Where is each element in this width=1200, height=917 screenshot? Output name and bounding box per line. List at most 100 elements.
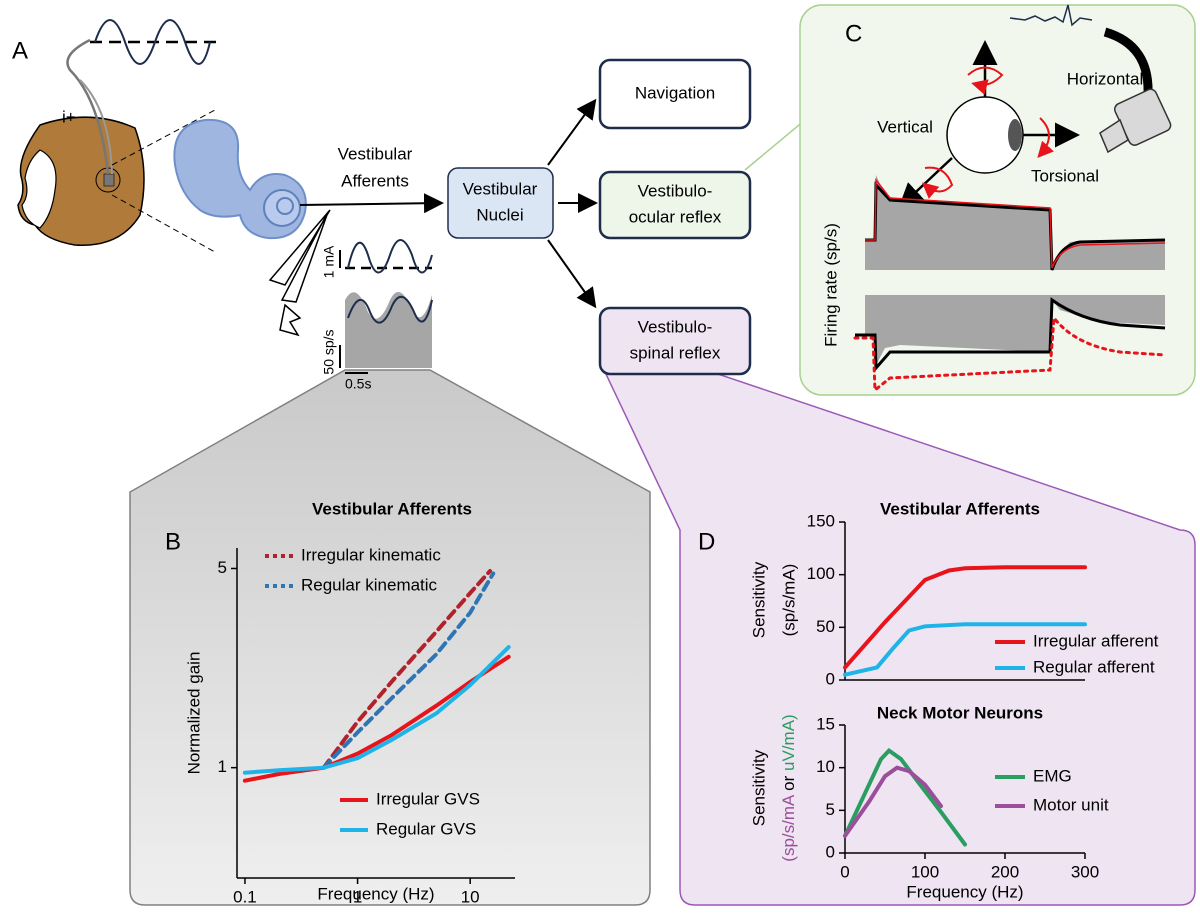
arrow (547, 98, 597, 166)
vor-box (598, 170, 752, 240)
y-axis-label-part: (sp/s/mA (779, 794, 798, 862)
vsr-box (598, 306, 752, 376)
series-line (242, 654, 511, 783)
legend-label: Irregular afferent (1033, 631, 1159, 650)
wire-2 (79, 79, 113, 175)
series-line (321, 569, 492, 770)
fit-red (865, 177, 1166, 269)
series-line (843, 565, 1087, 670)
navigation-label: Navigation (635, 83, 715, 102)
electrode-label: i+ (62, 107, 76, 126)
y-tick-label: 100 (807, 564, 835, 583)
panel-label: A (12, 37, 28, 64)
y-tick-label: 1 (218, 757, 227, 776)
x-axis-label: Frequency (Hz) (317, 884, 434, 903)
eye-trace (1009, 4, 1093, 27)
y-tick-label: 15 (816, 714, 835, 733)
electrode-tip (279, 303, 302, 337)
panel-label: B (165, 528, 181, 555)
x-tick-label: 100 (911, 862, 939, 881)
axis-arrow (898, 157, 953, 209)
iris (1008, 119, 1022, 151)
legend-label: Irregular GVS (376, 789, 480, 808)
y-tick-label: 10 (816, 757, 835, 776)
nuclei-label: Nuclei (476, 205, 523, 224)
rate-fit (347, 296, 433, 324)
arrow (547, 239, 597, 309)
cochlea-inner (276, 197, 294, 215)
afferents-label: Vestibular (338, 144, 413, 163)
x-tick-label: 0.1 (233, 887, 257, 906)
rate-scale: 50 sp/s (321, 329, 337, 374)
time-scale: 0.5s (345, 376, 371, 392)
current-sine (347, 239, 433, 274)
connector (744, 119, 806, 171)
rotation (967, 66, 1004, 95)
series-line (843, 747, 967, 847)
nuclei-label: Vestibular (463, 179, 538, 198)
cable (1103, 27, 1153, 96)
y-tick-label: 5 (826, 800, 835, 819)
vor-label: Vestibulo- (638, 181, 713, 200)
arrow (299, 193, 444, 214)
horizontal-label: Horizontal (1067, 69, 1144, 88)
legend-label: EMG (1033, 766, 1072, 785)
rotation (1037, 117, 1054, 158)
y-tick-label: 0 (826, 842, 835, 861)
series-line (242, 645, 511, 775)
rate-trace (865, 175, 1165, 270)
y-axis-label-part: or (779, 775, 798, 790)
y-tick-label: 50 (816, 617, 835, 636)
current-scale: 1 mA (321, 245, 337, 278)
y-axis-label: (sp/s/mA or uV/mA) (779, 714, 798, 861)
fit-black (855, 297, 1166, 372)
stim-sine (94, 19, 211, 65)
y-tick-label: 150 (807, 511, 835, 530)
vertical-label: Vertical (877, 117, 933, 136)
legend-label: Regular afferent (1033, 657, 1155, 676)
x-tick-label: 10 (461, 887, 480, 906)
x-tick-label: 200 (991, 862, 1019, 881)
fit-red (853, 314, 1167, 394)
chart-title: Neck Motor Neurons (877, 703, 1043, 722)
chart-title: Vestibular Afferents (880, 499, 1040, 518)
x-axis-label: Frequency (Hz) (906, 882, 1023, 901)
x-tick-label: 0 (840, 862, 849, 881)
panel-label: D (698, 528, 715, 555)
y-tick-label: 0 (826, 669, 835, 688)
y-axis-label: (sp/s/mA) (779, 564, 798, 637)
series-line (321, 571, 496, 770)
legend-label: Regular GVS (376, 819, 476, 838)
electrode (268, 209, 331, 303)
legend-label: Regular kinematic (301, 575, 438, 594)
series-line (843, 765, 943, 838)
panel-label: C (845, 20, 862, 47)
rate-trace (865, 295, 1165, 365)
navigation-box (598, 58, 752, 130)
firing-rate-label: Firing rate (sp/s) (821, 223, 840, 347)
afferents-label: Afferents (341, 171, 409, 190)
y-axis-label: Sensitivity (749, 749, 768, 826)
y-axis-label: Normalized gain (184, 652, 203, 775)
x-tick-label: 300 (1071, 862, 1099, 881)
rotation (921, 166, 954, 199)
rate-trace (345, 292, 432, 368)
vsr-label: spinal reflex (630, 343, 721, 362)
torsional-label: Torsional (1031, 166, 1099, 185)
vor-label: ocular reflex (629, 207, 722, 226)
monkey-face (21, 149, 57, 229)
y-axis-label-part: uV/mA) (779, 714, 798, 771)
y-axis-label: Sensitivity (749, 561, 768, 638)
legend-label: Motor unit (1033, 795, 1109, 814)
cochlea (263, 189, 301, 227)
vsr-label: Vestibulo- (638, 317, 713, 336)
wire (66, 38, 110, 175)
series-line (843, 622, 1087, 677)
nuclei-box (447, 167, 554, 239)
implant (103, 173, 115, 187)
legend-label: Irregular kinematic (301, 545, 441, 564)
camera-lens (1099, 118, 1129, 154)
x-tick-label: 1 (353, 887, 362, 906)
chart-title: Vestibular Afferents (312, 499, 472, 518)
